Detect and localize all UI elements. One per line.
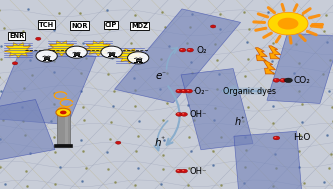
Text: O₂: O₂ <box>196 46 207 55</box>
Bar <box>65 114 68 144</box>
Circle shape <box>177 90 179 91</box>
Polygon shape <box>269 46 280 59</box>
Circle shape <box>66 46 87 58</box>
Circle shape <box>176 89 182 93</box>
Bar <box>74 53 79 55</box>
Circle shape <box>179 48 186 52</box>
Circle shape <box>188 49 190 50</box>
Text: Organic dyes: Organic dyes <box>223 87 276 96</box>
Text: MDZ: MDZ <box>132 23 148 29</box>
Circle shape <box>284 78 292 83</box>
Text: ENR: ENR <box>9 33 24 39</box>
Circle shape <box>210 25 216 28</box>
Circle shape <box>181 112 187 116</box>
Circle shape <box>274 79 276 80</box>
Polygon shape <box>0 99 55 160</box>
Circle shape <box>56 108 71 117</box>
Text: ⁻: ⁻ <box>161 69 165 78</box>
Circle shape <box>186 89 192 93</box>
Text: NOR: NOR <box>72 22 88 29</box>
Circle shape <box>280 78 286 82</box>
Bar <box>136 59 141 61</box>
Polygon shape <box>264 61 276 74</box>
Polygon shape <box>181 69 253 150</box>
Polygon shape <box>5 43 32 58</box>
Bar <box>57 114 70 144</box>
Circle shape <box>182 90 184 91</box>
Polygon shape <box>85 41 112 56</box>
Text: e: e <box>155 71 162 81</box>
Circle shape <box>182 170 184 171</box>
Circle shape <box>281 79 283 80</box>
Circle shape <box>177 170 179 171</box>
Circle shape <box>116 141 121 144</box>
Text: OH⁻: OH⁻ <box>189 167 206 176</box>
Bar <box>44 57 49 59</box>
Polygon shape <box>0 50 96 125</box>
Polygon shape <box>48 41 75 56</box>
Circle shape <box>60 111 67 114</box>
Circle shape <box>187 90 189 91</box>
Text: ⁺: ⁺ <box>240 117 244 123</box>
Circle shape <box>12 62 18 65</box>
Text: OH⁻: OH⁻ <box>189 110 206 119</box>
Circle shape <box>182 113 184 114</box>
Circle shape <box>176 169 182 173</box>
Circle shape <box>36 37 41 40</box>
Text: CO₂: CO₂ <box>294 76 311 85</box>
Polygon shape <box>234 131 302 189</box>
Text: TCH: TCH <box>39 22 54 28</box>
Circle shape <box>181 89 187 93</box>
Circle shape <box>36 50 57 62</box>
Text: CIP: CIP <box>105 22 117 28</box>
Circle shape <box>187 48 193 52</box>
Circle shape <box>101 46 122 58</box>
Circle shape <box>274 137 276 138</box>
Circle shape <box>181 169 187 173</box>
Circle shape <box>268 12 308 35</box>
Text: ·O₂⁻: ·O₂⁻ <box>192 87 209 96</box>
Polygon shape <box>116 48 144 64</box>
Text: h: h <box>235 117 241 127</box>
Text: h: h <box>155 138 162 148</box>
Polygon shape <box>115 9 241 103</box>
Circle shape <box>278 18 298 29</box>
Polygon shape <box>267 33 333 103</box>
Circle shape <box>273 136 280 140</box>
Circle shape <box>273 78 280 82</box>
Circle shape <box>177 113 179 114</box>
Polygon shape <box>255 48 267 61</box>
Bar <box>109 53 114 55</box>
Circle shape <box>128 52 149 64</box>
Circle shape <box>176 112 182 116</box>
Text: H₂O: H₂O <box>293 133 310 143</box>
Text: ⁺: ⁺ <box>161 135 165 144</box>
Bar <box>54 144 72 147</box>
Circle shape <box>180 49 182 50</box>
